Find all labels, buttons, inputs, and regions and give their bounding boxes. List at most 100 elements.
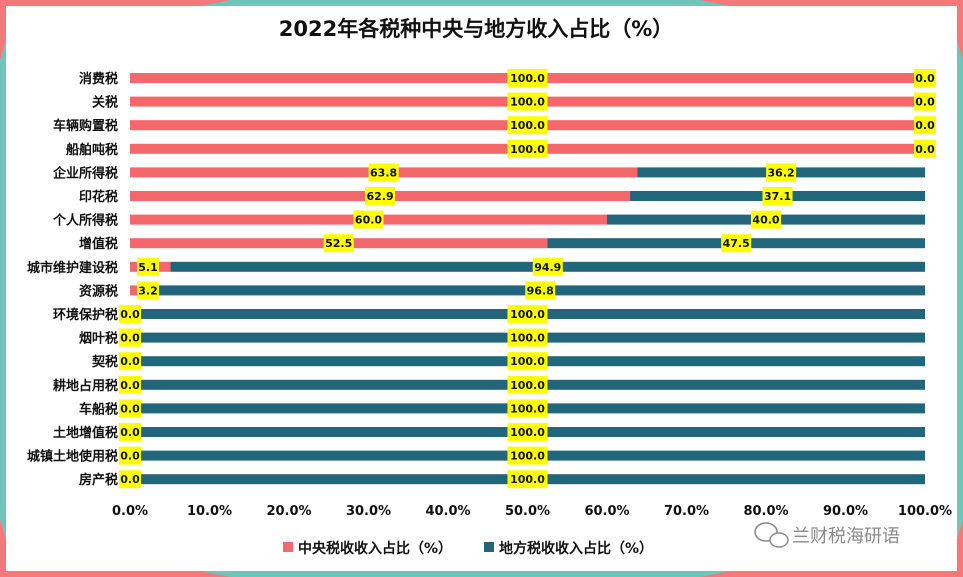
data-label-local-12-box	[507, 352, 548, 371]
data-label-local-11-box	[507, 328, 548, 347]
data-label-local-17-box	[507, 470, 548, 489]
legend-label-local: 地方税收收入占比（%）	[499, 540, 653, 557]
data-label-local-6-text: 40.0	[752, 214, 779, 227]
data-label-local-14-box	[507, 399, 548, 418]
data-label-local-17-text: 100.0	[510, 473, 545, 486]
data-label-central-12: 0.0	[119, 352, 141, 371]
x-tick-label-2: 20.0%	[266, 504, 311, 519]
data-label-local-8: 94.9	[532, 257, 563, 276]
data-label-local-3-box	[914, 139, 936, 158]
data-label-local-7-text: 47.5	[723, 237, 750, 250]
category-label-8: 城市维护建设税	[27, 260, 118, 276]
category-label-3: 船舶吨税	[66, 142, 118, 158]
data-label-central-8-box	[137, 257, 159, 276]
category-label-9: 资源税	[79, 283, 118, 299]
data-label-local-10-text: 100.0	[510, 308, 545, 321]
data-label-central-15-text: 0.0	[120, 426, 140, 439]
legend-swatch-local	[484, 542, 494, 552]
data-label-central-6-box	[353, 210, 384, 229]
data-label-central-16: 0.0	[119, 446, 141, 465]
x-tick-label-7: 70.0%	[664, 504, 709, 519]
data-label-central-10-text: 0.0	[120, 308, 140, 321]
data-label-local-2-text: 0.0	[915, 119, 935, 132]
data-label-central-9-box	[137, 281, 159, 300]
data-label-central-6: 60.0	[353, 210, 384, 229]
data-label-local-8-text: 94.9	[534, 261, 561, 274]
data-label-local-16-box	[507, 446, 548, 465]
data-label-central-2-text: 100.0	[510, 119, 545, 132]
data-label-central-0: 100.0	[507, 69, 548, 87]
data-label-central-8: 5.1	[137, 257, 159, 276]
data-label-local-4: 36.2	[766, 163, 797, 182]
data-label-local-9-text: 96.8	[527, 284, 554, 297]
data-label-central-3: 100.0	[507, 139, 548, 158]
data-label-central-3-box	[507, 139, 548, 158]
data-label-local-15: 100.0	[507, 423, 548, 441]
data-labels: 100.0 0.0 100.0 0.0 100.0 0.0 100.0 0.0 63.8 36.2…	[119, 69, 936, 489]
category-label-5: 印花税	[79, 189, 118, 205]
watermark-text: 兰财税海研语	[792, 526, 900, 547]
category-label-17: 房产税	[79, 472, 118, 488]
data-label-local-1: 0.0	[914, 92, 936, 111]
data-label-central-9-text: 3.2	[138, 284, 158, 297]
data-label-local-5-box	[762, 187, 793, 205]
data-label-local-7-box	[721, 234, 752, 253]
data-label-central-1-box	[507, 92, 548, 111]
category-label-4: 企业所得税	[52, 165, 118, 181]
data-label-central-11-text: 0.0	[120, 332, 140, 345]
data-label-local-5: 37.1	[762, 187, 793, 205]
data-label-local-16-text: 100.0	[510, 450, 545, 463]
x-tick-label-9: 90.0%	[823, 504, 868, 519]
data-label-central-4-box	[368, 163, 399, 182]
data-label-central-0-text: 100.0	[510, 72, 545, 85]
data-label-local-9: 96.8	[525, 281, 556, 300]
data-label-central-0-box	[507, 69, 548, 87]
data-label-local-6-box	[751, 210, 781, 229]
data-label-central-5-box	[365, 187, 396, 205]
frame-corner-bottom-right	[700, 520, 963, 577]
data-label-central-15: 0.0	[119, 423, 141, 441]
x-axis-tick-labels: 0.0% 10.0% 20.0% 30.0% 40.0% 50.0% 60.0% 70.0% 8…	[112, 504, 952, 519]
x-tick-label-5: 50.0%	[505, 504, 550, 519]
data-label-local-15-box	[507, 423, 548, 441]
data-label-central-17: 0.0	[119, 470, 141, 489]
data-label-central-13-text: 0.0	[120, 379, 140, 392]
data-label-local-10-box	[507, 305, 548, 323]
data-label-central-13: 0.0	[119, 375, 141, 394]
data-label-central-7: 52.5	[323, 234, 354, 253]
data-label-central-1-text: 100.0	[510, 96, 545, 109]
data-label-central-12-box	[119, 352, 141, 371]
category-label-15: 土地增值税	[53, 425, 118, 441]
x-tick-label-6: 60.0%	[584, 504, 629, 519]
data-label-local-9-box	[525, 281, 556, 300]
x-tick-label-4: 40.0%	[425, 504, 470, 519]
data-label-central-4-text: 63.8	[370, 166, 397, 179]
data-label-central-17-box	[119, 470, 141, 489]
data-label-local-0-box	[914, 69, 936, 87]
category-label-7: 增值税	[79, 236, 118, 252]
data-label-local-6: 40.0	[751, 210, 781, 229]
category-label-10: 环境保护税	[53, 307, 118, 323]
data-label-local-4-box	[766, 163, 797, 182]
category-label-6: 个人所得税	[52, 213, 118, 229]
data-label-central-6-text: 60.0	[355, 214, 382, 227]
category-label-14: 车船税	[79, 401, 118, 417]
data-label-local-8-box	[532, 257, 563, 276]
legend-label-central: 中央税收收入占比（%）	[298, 540, 452, 557]
x-tick-label-0: 0.0%	[112, 504, 148, 519]
x-tick-label-1: 10.0%	[187, 504, 232, 519]
data-label-central-4: 63.8	[368, 163, 399, 182]
data-label-central-2-box	[507, 116, 548, 135]
data-label-local-0: 0.0	[914, 69, 936, 87]
data-label-local-1-text: 0.0	[915, 96, 935, 109]
category-label-2: 车辆购置税	[53, 118, 118, 134]
data-label-local-15-text: 100.0	[510, 426, 545, 439]
data-label-local-11: 100.0	[507, 328, 548, 347]
data-label-central-10-box	[119, 305, 141, 323]
data-label-central-15-box	[119, 423, 141, 441]
frame-corner-top-right	[700, 0, 963, 60]
data-label-central-7-text: 52.5	[325, 237, 352, 250]
data-label-local-5-text: 37.1	[764, 190, 791, 203]
